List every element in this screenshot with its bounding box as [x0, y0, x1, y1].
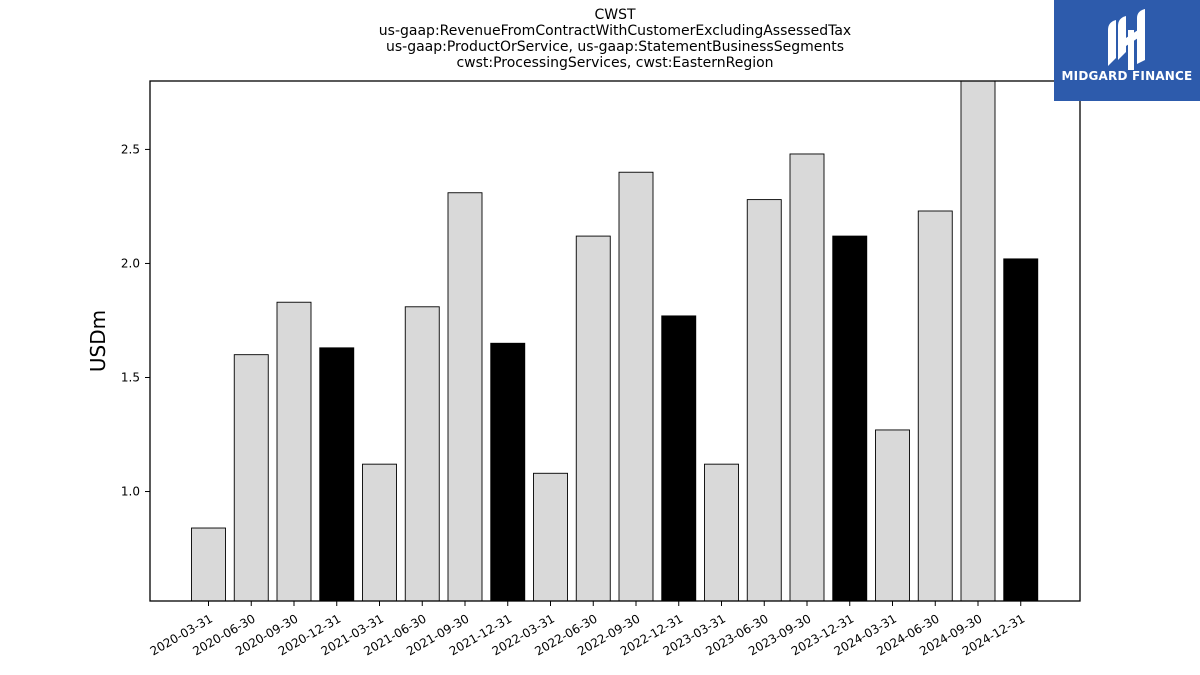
bar-2024-12-31: [1003, 258, 1039, 602]
y-axis-label: USDm: [86, 310, 110, 372]
bar-2021-03-31: [362, 463, 397, 602]
bar-2020-09-30: [276, 301, 312, 602]
bar-2021-12-31: [490, 342, 526, 602]
x-axis-ticks: 2020-03-312020-06-302020-09-302020-12-31…: [148, 601, 1027, 658]
bar-2020-03-31: [191, 527, 226, 602]
bar-2024-03-31: [875, 429, 910, 602]
bar-2022-12-31: [661, 315, 697, 602]
chart-title-concept: us-gaap:RevenueFromContractWithCustomerE…: [378, 23, 852, 39]
bar-2023-06-30: [746, 199, 782, 602]
y-tick-label: 1.0: [121, 485, 140, 499]
chart-title-axes: us-gaap:ProductOrService, us-gaap:Statem…: [385, 39, 844, 55]
bar-2024-06-30: [917, 210, 953, 602]
bar-2023-09-30: [789, 153, 825, 602]
bar-2020-12-31: [319, 347, 355, 602]
bar-2022-06-30: [575, 235, 611, 602]
y-tick-label: 2.0: [121, 256, 140, 270]
bar-2023-12-31: [832, 235, 868, 602]
bar-2022-03-31: [533, 472, 568, 602]
bar-2023-03-31: [704, 463, 739, 602]
bar-2021-06-30: [404, 306, 440, 602]
bar-2021-09-30: [447, 192, 483, 602]
y-tick-label: 1.5: [121, 370, 140, 384]
bars-group: [191, 80, 1039, 602]
y-axis-ticks: 1.0 1.5 2.0 2.5: [121, 142, 150, 499]
plot-frame: [149, 80, 1081, 602]
y-tick-label: 2.5: [121, 142, 140, 156]
bar-2020-06-30: [233, 354, 269, 602]
midgard-finance-logo: MIDGARD FINANCE: [1054, 0, 1200, 101]
chart-title-members: cwst:ProcessingServices, cwst:EasternReg…: [456, 55, 774, 71]
bar-2024-09-30: [960, 80, 996, 602]
logo-text: MIDGARD FINANCE: [1061, 69, 1193, 83]
midgard-logo-icon: [1108, 9, 1145, 70]
bar-2022-09-30: [618, 171, 654, 602]
chart-title-ticker: CWST: [594, 7, 636, 23]
